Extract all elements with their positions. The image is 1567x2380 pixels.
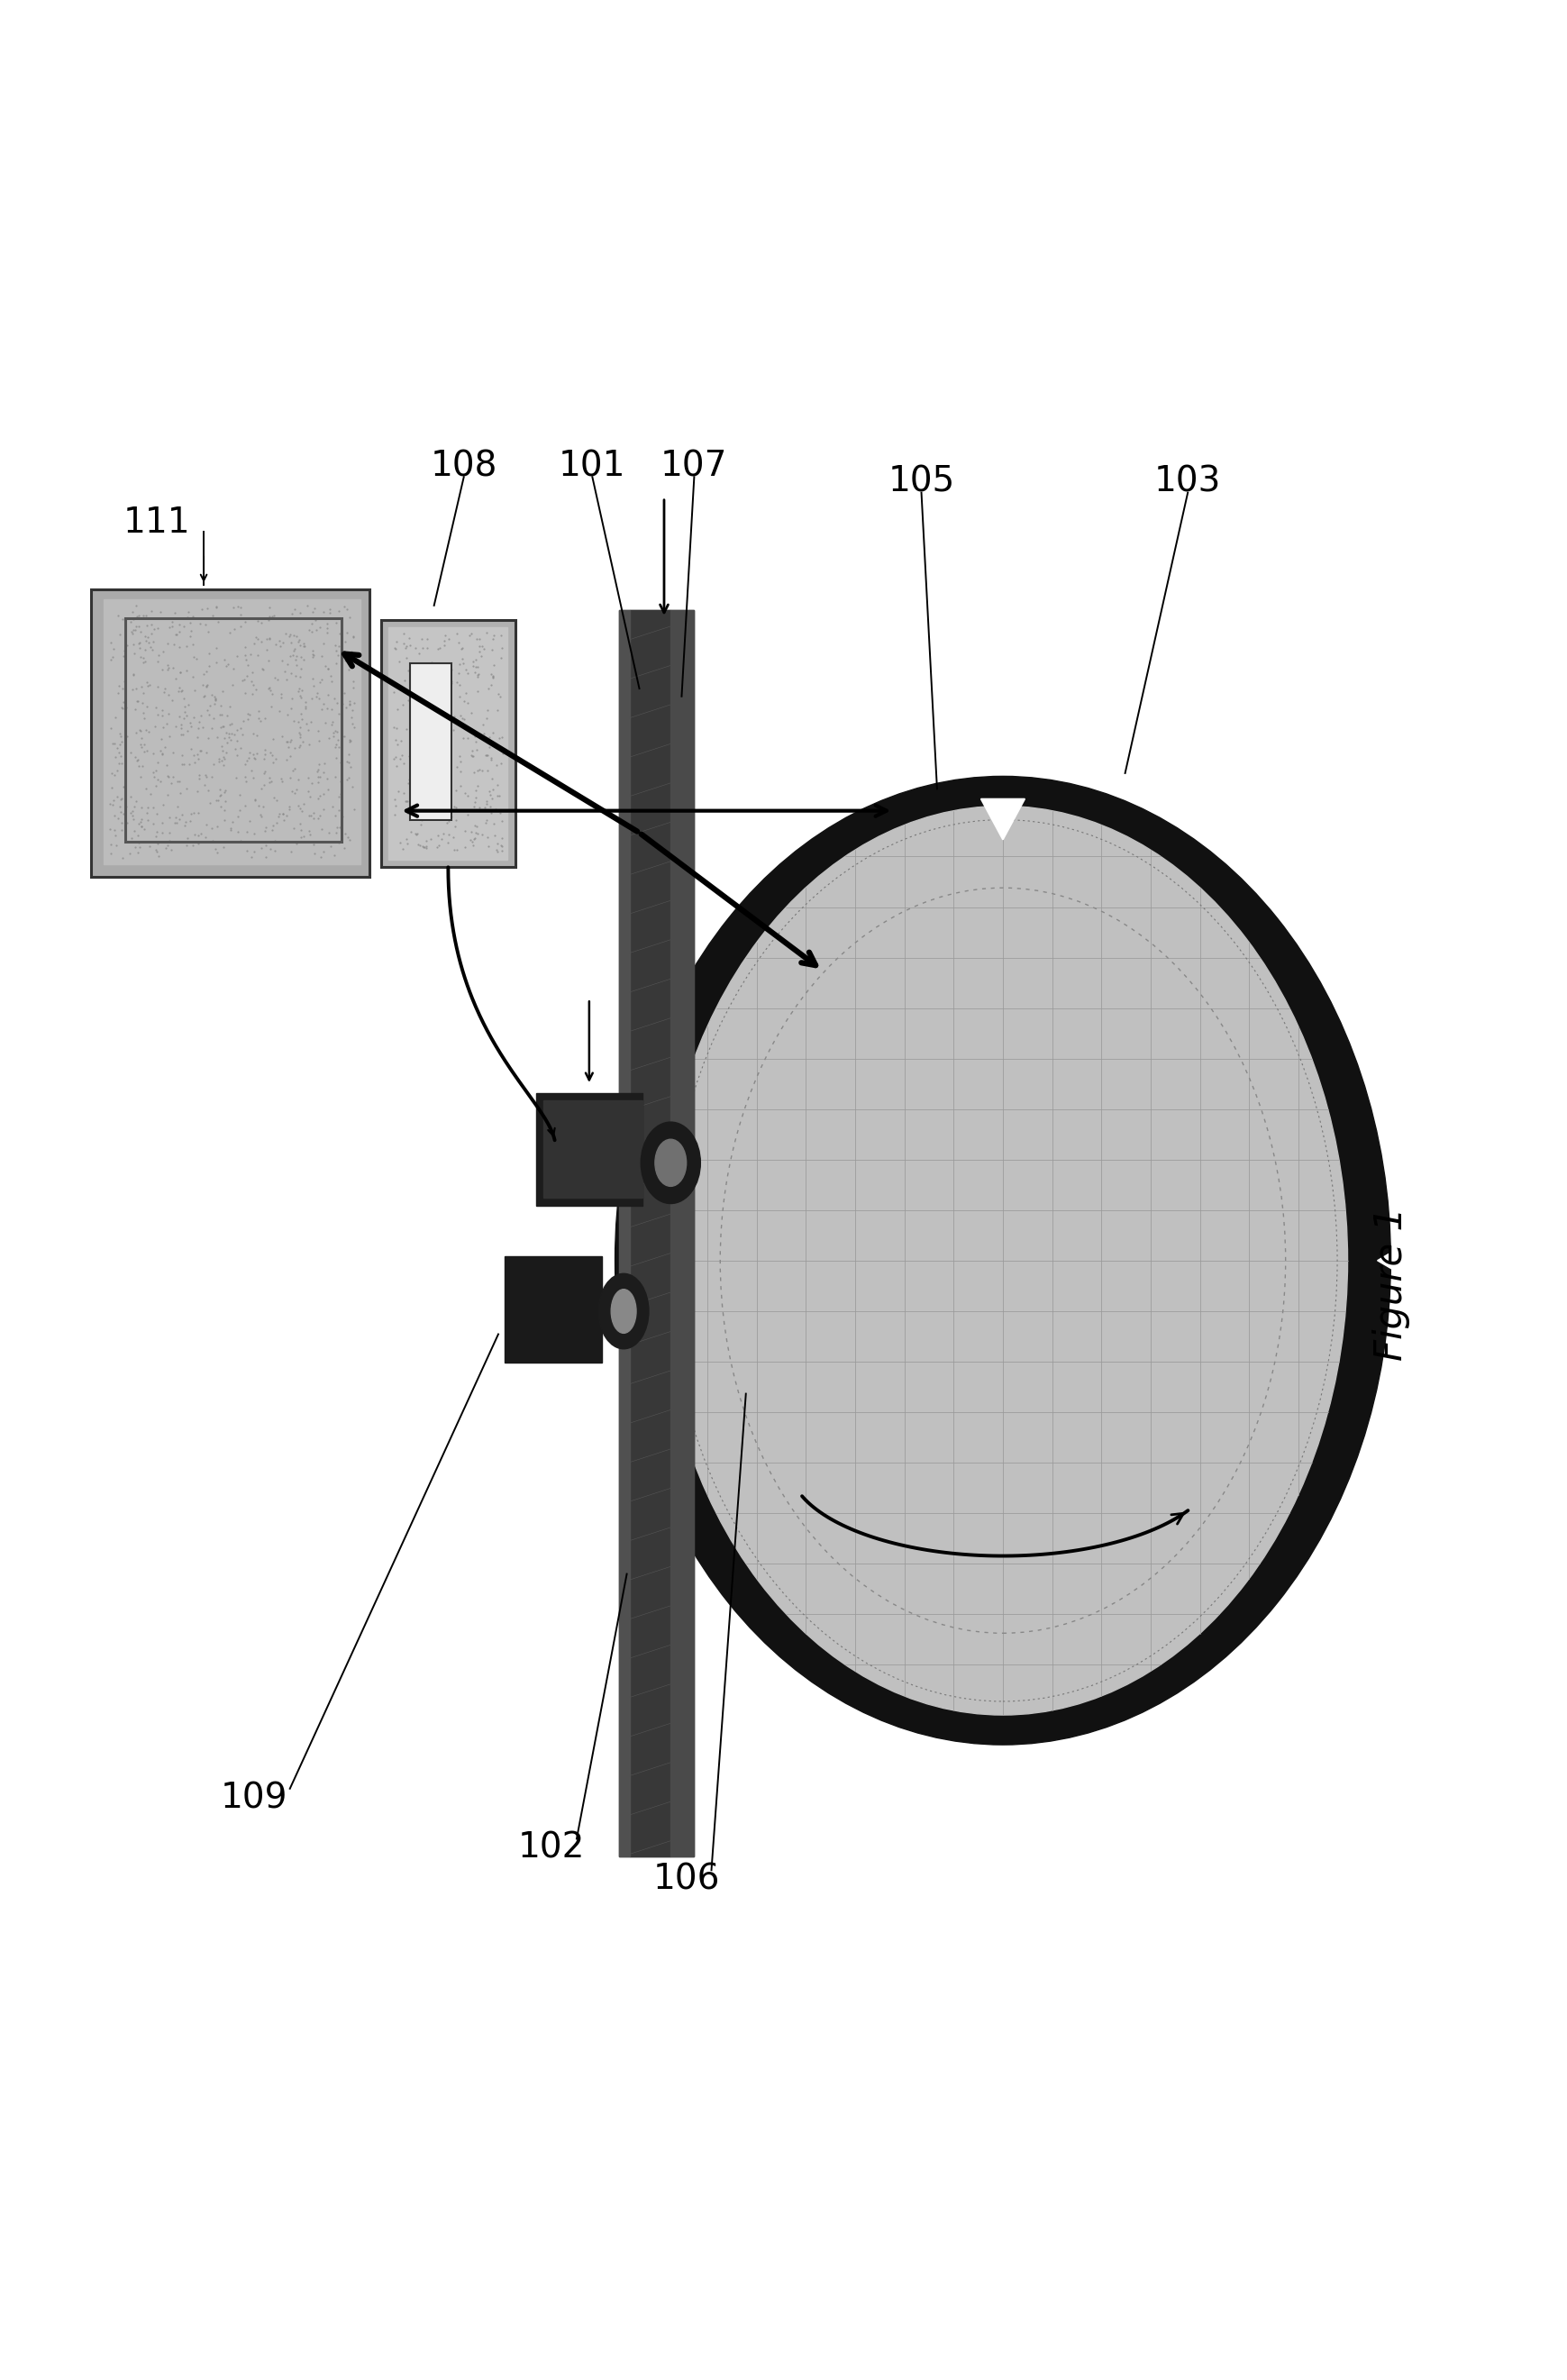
Polygon shape xyxy=(671,609,694,1856)
Polygon shape xyxy=(505,1257,602,1361)
Text: 108: 108 xyxy=(431,450,497,483)
Polygon shape xyxy=(411,664,451,821)
Ellipse shape xyxy=(1072,807,1169,1716)
Text: 109: 109 xyxy=(221,1780,287,1816)
Polygon shape xyxy=(981,800,1025,840)
Text: 111: 111 xyxy=(124,505,190,540)
Polygon shape xyxy=(536,1092,642,1207)
Polygon shape xyxy=(619,609,694,1856)
Text: 107: 107 xyxy=(661,450,727,483)
Polygon shape xyxy=(630,609,671,1856)
Text: 103: 103 xyxy=(1155,464,1221,500)
Ellipse shape xyxy=(655,1140,686,1185)
Polygon shape xyxy=(619,609,630,1856)
Polygon shape xyxy=(389,628,508,859)
Polygon shape xyxy=(1377,1238,1415,1283)
Ellipse shape xyxy=(599,1273,649,1349)
Ellipse shape xyxy=(658,807,1348,1716)
Text: 106: 106 xyxy=(653,1864,719,1897)
Text: 105: 105 xyxy=(888,464,954,500)
Polygon shape xyxy=(1003,807,1120,1716)
Polygon shape xyxy=(544,1100,642,1197)
Text: Figure 1: Figure 1 xyxy=(1373,1207,1410,1361)
Polygon shape xyxy=(91,590,370,876)
Text: 102: 102 xyxy=(519,1830,584,1866)
Ellipse shape xyxy=(641,1121,700,1204)
Ellipse shape xyxy=(611,1290,636,1333)
Polygon shape xyxy=(103,600,360,864)
Ellipse shape xyxy=(614,776,1390,1745)
Polygon shape xyxy=(1003,807,1120,843)
Polygon shape xyxy=(1003,1678,1120,1716)
Polygon shape xyxy=(381,619,516,866)
Text: 101: 101 xyxy=(559,450,625,483)
